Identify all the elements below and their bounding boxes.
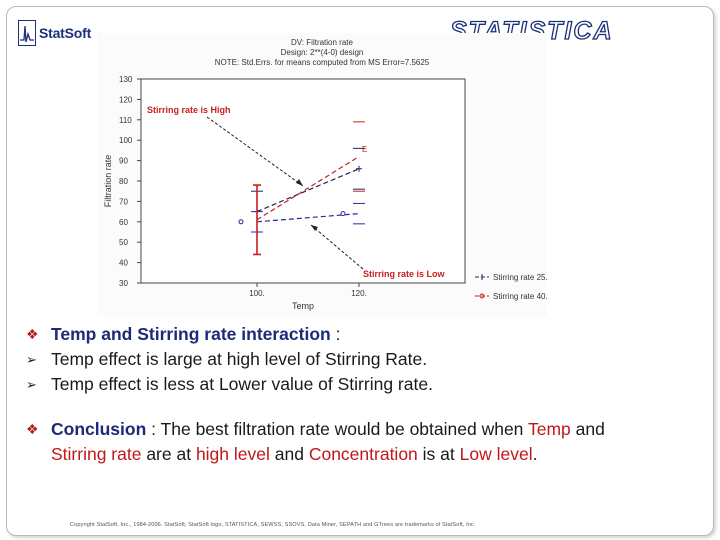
bullet-list: ❖ Temp and Stirring rate interaction : ➢ Te…: [26, 322, 706, 467]
statsoft-logo: StatSoft: [18, 18, 91, 48]
bullet-text-segment: is at: [417, 444, 460, 464]
series-line: [256, 156, 360, 221]
bullet-text-segment: Temp effect is large at high level of St…: [51, 349, 428, 369]
bullet-text: Stirring rate are at high level and Conc…: [51, 442, 537, 467]
y-axis-label: Filtration rate: [103, 155, 113, 208]
bullet-text-segment: are at: [141, 444, 196, 464]
bullet-line: ❖ Temp and Stirring rate interaction :: [26, 322, 706, 347]
chart-title-line: Design: 2**(4-0) design: [281, 48, 364, 57]
bullet-text-segment: high level: [195, 444, 270, 464]
bullet-text-segment: Low level: [459, 444, 533, 464]
x-tick-label: 100.: [249, 289, 265, 298]
bullet-spacer: [26, 397, 706, 417]
bullet-text-segment: Concentration: [308, 444, 418, 464]
annotation-stirring-low: Stirring rate is Low: [363, 269, 446, 279]
point-marker: [238, 219, 244, 225]
bullet-line: Stirring rate are at high level and Conc…: [26, 442, 706, 467]
y-tick-label: 110: [119, 116, 132, 125]
chart-title-line: NOTE: Std.Errs. for means computed from …: [215, 58, 430, 67]
bullet-line: ❖ Conclusion : The best filtration rate w…: [26, 417, 706, 442]
annotation-arrowhead: [296, 179, 303, 186]
y-tick-label: 40: [119, 259, 128, 268]
y-tick-label: 70: [119, 197, 128, 206]
bullet-line: ➢ Temp effect is less at Lower value of S…: [26, 372, 706, 397]
bullet-text-segment: Temp effect is less at Lower value of St…: [51, 374, 433, 394]
chart-title-line: DV: Filtration rate: [291, 38, 353, 47]
y-tick-label: 90: [119, 157, 128, 166]
bullet-text-segment: and: [570, 419, 605, 439]
legend-label: Stirring rate 40.: [493, 292, 547, 301]
bullet-text: Temp effect is less at Lower value of St…: [51, 372, 433, 397]
point-marker: [340, 211, 346, 217]
y-tick-label: 50: [119, 238, 128, 247]
bullet-text: Conclusion : The best filtration rate wo…: [51, 417, 605, 442]
series-line: [256, 168, 360, 213]
x-tick-label: 120.: [351, 289, 367, 298]
diamond-bullet-icon: ❖: [26, 326, 39, 342]
bullet-text-segment: Temp and Stirring rate interaction: [51, 324, 331, 344]
legend-label: Stirring rate 25.: [493, 273, 547, 282]
y-tick-label: 60: [119, 218, 128, 227]
bullet-line: ➢ Temp effect is large at high level of S…: [26, 347, 706, 372]
bullet-text-segment: Conclusion: [51, 419, 147, 439]
y-tick-label: 80: [119, 177, 128, 186]
bullet-text-segment: and: [269, 444, 309, 464]
y-tick-label: 30: [119, 279, 128, 288]
bullet-text-segment: .: [532, 444, 538, 464]
x-axis-label: Temp: [292, 301, 314, 311]
y-tick-label: 100: [119, 136, 133, 145]
y-tick-label: 120: [119, 95, 133, 104]
plot-area: [140, 78, 466, 284]
series-line: [256, 213, 360, 223]
legend-marker: [479, 293, 485, 299]
arrow-bullet-icon: ➢: [26, 377, 37, 392]
diamond-bullet-icon: ❖: [26, 421, 39, 437]
bullet-text: Temp effect is large at high level of St…: [51, 347, 427, 372]
interaction-plot: DV: Filtration rate Design: 2**(4-0) desi…: [97, 33, 547, 317]
statsoft-logo-icon: [18, 20, 36, 46]
annotation-arrowhead: [311, 225, 318, 231]
bullet-text-segment: : The best filtration rate would be obta…: [146, 419, 528, 439]
annotation-stirring-high: Stirring rate is High: [147, 105, 231, 115]
bullet-text-segment: :: [330, 324, 341, 344]
y-tick-label: 130: [119, 75, 133, 84]
bullet-text-segment: Stirring rate: [51, 444, 142, 464]
bullet-text-segment: Temp: [527, 419, 571, 439]
bullet-text: Temp and Stirring rate interaction :: [51, 322, 340, 347]
logo-text: StatSoft: [39, 25, 92, 41]
arrow-bullet-icon: ➢: [26, 352, 37, 367]
copyright-footer: Copyright StatSoft, Inc., 1984-2006. Sta…: [70, 522, 476, 528]
annotation-e: E: [362, 145, 367, 154]
annotation-arrow: [310, 224, 364, 270]
